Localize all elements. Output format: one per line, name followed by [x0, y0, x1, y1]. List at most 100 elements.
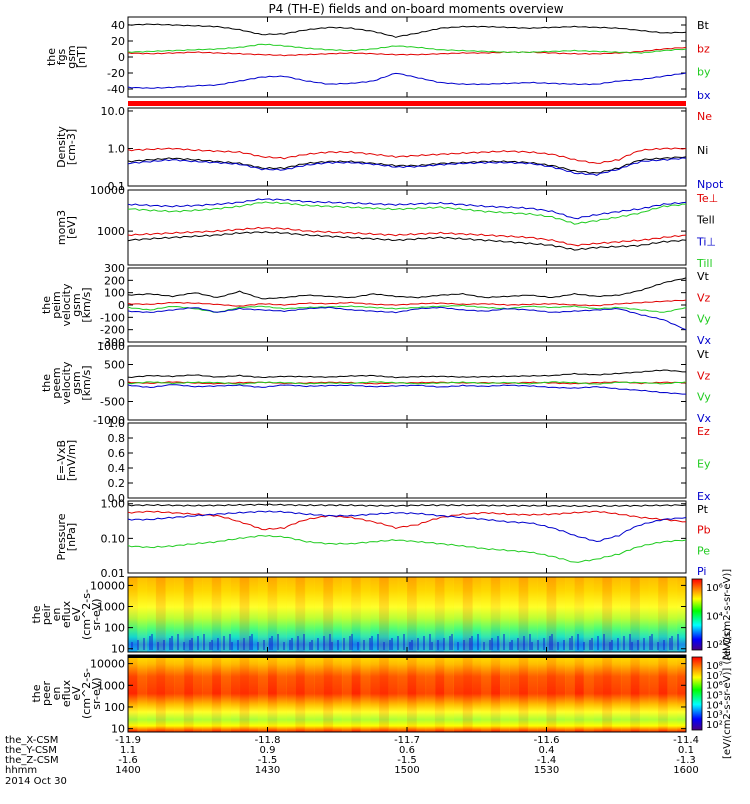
spectrogram-column	[630, 655, 640, 732]
y-axis-label: mom3[eV]	[55, 210, 78, 245]
spectrogram-column	[537, 655, 547, 732]
legend-Vy: Vy	[697, 313, 711, 326]
spectrogram-column	[276, 577, 287, 652]
spectrogram-column	[434, 577, 445, 652]
spectrogram-column	[369, 577, 380, 652]
y-tick-label: 1.0	[108, 142, 126, 155]
x-axis-value: 0.9	[260, 745, 276, 756]
spectrogram-column	[676, 655, 687, 732]
spectrogram-column	[388, 655, 399, 732]
x-axis-row-label: the_X-CSM	[5, 735, 58, 746]
y-axis-label-line: peir	[40, 603, 53, 625]
y-axis-label-line: Pressure	[55, 513, 68, 560]
legend-Ne: Ne	[697, 110, 712, 123]
spectrogram-column	[286, 577, 296, 652]
y-axis-label-line: the	[30, 684, 43, 702]
y-tick-label: 10.0	[101, 105, 126, 118]
x-axis-value: 1530	[534, 765, 559, 776]
spectrogram-column	[146, 655, 157, 732]
spectrogram-column	[397, 655, 408, 732]
series-Ti⊥	[127, 198, 687, 220]
spectrogram-column	[490, 655, 501, 732]
y-axis-label-line: (cm^2-s-	[80, 589, 93, 640]
spectrogram-column	[128, 655, 138, 732]
colorbar-label: [eV/(cm2-s-sr-eV)] (All Qs)	[722, 628, 733, 759]
spectrogram-column	[258, 577, 268, 652]
y-axis-label-line: the	[45, 48, 58, 66]
y-tick-label: 0.10	[101, 532, 126, 545]
spectrogram-column	[620, 655, 631, 732]
x-axis-value: -1.5	[258, 755, 278, 766]
spectrogram-column	[490, 577, 501, 652]
series-Tell	[127, 231, 687, 251]
x-axis-value: -1.3	[676, 755, 696, 766]
y-axis-label-line: peim	[50, 291, 63, 319]
legend-Vz: Vz	[697, 291, 711, 304]
legend-Vy: Vy	[697, 391, 711, 404]
colorbar-tick-label: 10⁶	[706, 681, 723, 692]
colorbar-tick-label: 10²	[706, 640, 723, 651]
spectrogram-column	[416, 655, 427, 732]
spectrogram-column	[193, 655, 203, 732]
spectrogram-column	[267, 655, 278, 732]
spectrogram-column	[174, 577, 185, 652]
y-tick-label: 300	[104, 262, 125, 275]
y-axis-label-line: velocity	[60, 283, 73, 326]
legend-Ti⊥: Ti⊥	[696, 235, 716, 248]
y-axis-label-line: (cm^2-s-	[80, 668, 93, 719]
spectrogram-column	[574, 655, 585, 732]
spectrogram-column	[611, 655, 622, 732]
panel-efield: 1.0 0.8 0.6 0.4 0.2 0.0 Ez Ey Ex E=-VxB[mV/m]	[55, 417, 711, 505]
spectrogram-column	[211, 577, 222, 652]
series-Npot	[127, 157, 687, 176]
y-axis-label-line: [nT]	[75, 46, 88, 68]
y-tick-label: -1000	[93, 414, 125, 427]
y-axis-label-line: sr-eV)	[90, 677, 103, 709]
series-Bt	[127, 23, 687, 38]
spectrogram-column	[295, 577, 306, 652]
y-tick-label: 1.0	[108, 417, 126, 430]
spectrogram-column	[574, 577, 585, 652]
y-axis-label-line: sr-eV)	[90, 598, 103, 630]
spectrogram-column	[676, 577, 687, 652]
y-axis-label-line: Density	[55, 126, 68, 168]
spectrogram-column	[239, 655, 250, 732]
spectrogram-column	[183, 577, 194, 652]
spectrogram-column	[341, 577, 352, 652]
spectrogram-column	[444, 655, 454, 732]
spectrogram-column	[146, 577, 157, 652]
x-axis-value: -11.9	[115, 735, 141, 746]
y-tick-label: 0	[118, 299, 125, 312]
y-tick-label: 0.01	[101, 567, 126, 580]
spectrogram-column	[193, 577, 203, 652]
legend-Ez: Ez	[697, 425, 710, 438]
legend-Pt: Pt	[697, 503, 709, 516]
series-by	[127, 43, 687, 54]
legend-Vt: Vt	[697, 270, 710, 283]
spectrogram-column	[155, 577, 166, 652]
legend-Ni: Ni	[697, 144, 708, 157]
spectrogram-column	[211, 655, 222, 732]
y-tick-label: 500	[104, 359, 125, 372]
y-axis-label-line: eflux	[60, 679, 73, 707]
x-axis-value: 0.4	[539, 745, 555, 756]
legend-Vz: Vz	[697, 369, 711, 382]
spectrogram-column	[518, 577, 529, 652]
spectrogram-column	[667, 655, 678, 732]
y-axis-label-line: E=-VxB	[55, 440, 68, 481]
colorbar-tick-label: 10⁶	[706, 583, 723, 594]
spectrogram-column	[360, 577, 371, 652]
spectrogram-column	[341, 655, 352, 732]
series-bz	[127, 46, 687, 57]
spectrogram-column	[286, 655, 296, 732]
series-Vx	[127, 306, 687, 331]
spectrogram-column	[546, 655, 557, 732]
spectrogram-column	[248, 577, 259, 652]
y-tick-label: 20	[111, 35, 125, 48]
legend-Pe: Pe	[697, 544, 710, 557]
series-Vt	[127, 277, 687, 300]
y-axis-label-line: en	[50, 687, 63, 701]
y-axis-label-line: eV	[70, 607, 83, 622]
